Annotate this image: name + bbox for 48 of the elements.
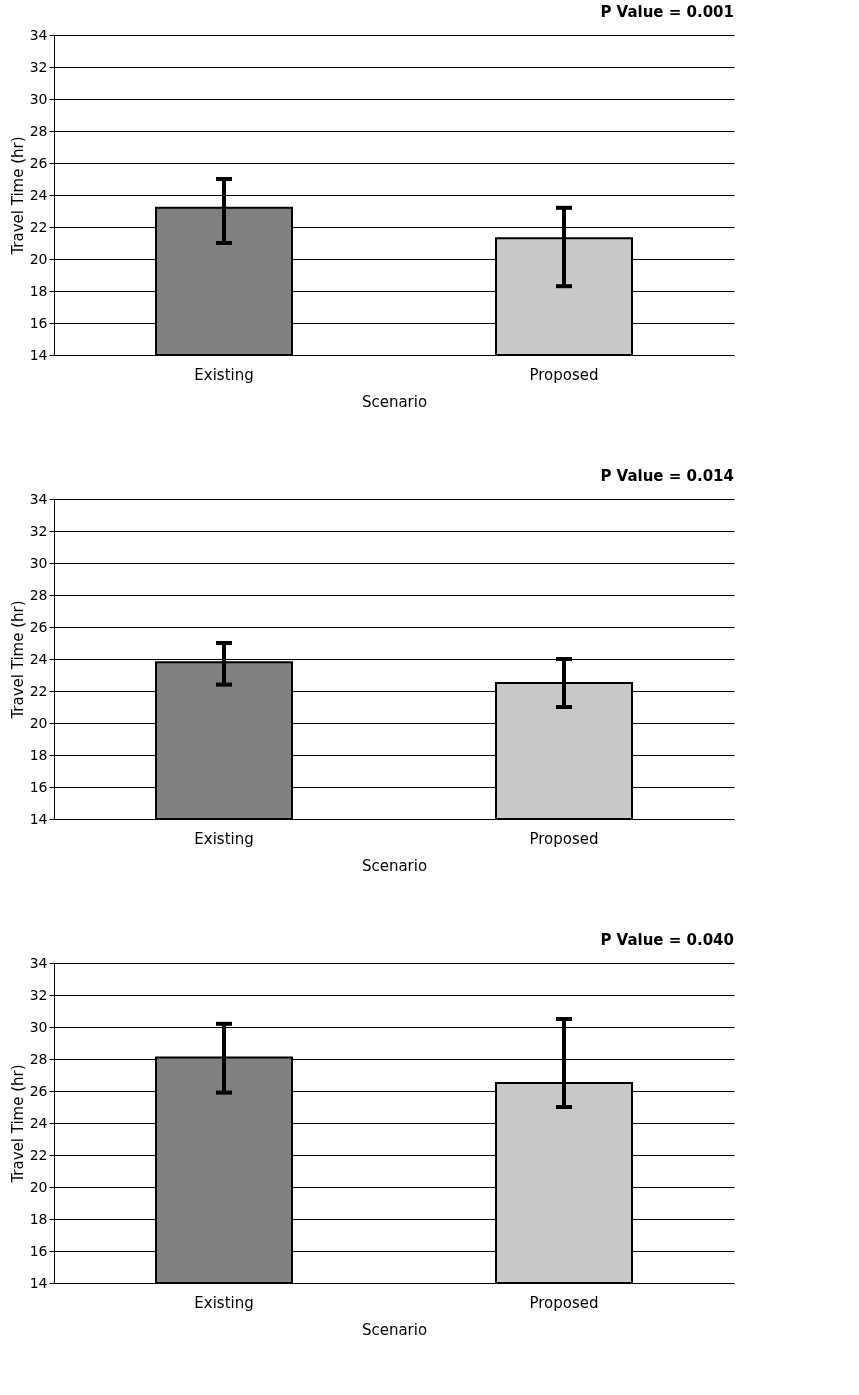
x-tick-label: Proposed [529,365,599,384]
y-axis-title: Travel Time (hr) [8,600,27,720]
y-tick-label: 22 [29,218,48,235]
y-tick-label: 28 [29,122,48,139]
y-tick-label: 14 [29,810,48,827]
y-tick-label: 24 [29,650,48,667]
x-tick-label: Proposed [529,829,599,848]
y-axis-title: Travel Time (hr) [8,136,27,256]
y-tick-label: 20 [29,1178,48,1195]
y-tick-label: 18 [29,282,48,299]
chart-title: P Value = 0.040 [600,931,734,949]
y-axis-title: Travel Time (hr) [8,1064,27,1184]
x-tick-label: Existing [194,365,254,384]
y-tick-label: 16 [29,314,48,331]
x-tick-label: Proposed [529,1293,599,1312]
y-tick-label: 20 [29,714,48,731]
y-tick-label: 24 [29,1114,48,1131]
chart-title: P Value = 0.014 [600,467,734,485]
y-tick-label: 14 [29,1274,48,1291]
x-tick-label: Existing [194,1293,254,1312]
y-tick-label: 18 [29,746,48,763]
y-tick-label: 32 [29,522,48,539]
y-tick-label: 26 [29,618,48,635]
y-tick-label: 34 [29,26,48,43]
y-tick-label: 24 [29,186,48,203]
y-tick-label: 20 [29,250,48,267]
x-tick-label: Existing [194,829,254,848]
y-tick-label: 22 [29,682,48,699]
y-tick-label: 30 [29,554,48,571]
x-axis-title: Scenario [361,1320,428,1339]
y-tick-label: 26 [29,1082,48,1099]
y-tick-label: 32 [29,58,48,75]
y-tick-label: 16 [29,778,48,795]
y-tick-label: 28 [29,1050,48,1067]
y-tick-label: 30 [29,1018,48,1035]
y-tick-label: 14 [29,346,48,363]
x-axis-title: Scenario [361,392,428,411]
y-tick-label: 34 [29,954,48,971]
y-tick-label: 26 [29,154,48,171]
chart-title: P Value = 0.001 [600,3,734,21]
y-tick-label: 22 [29,1146,48,1163]
y-tick-label: 32 [29,986,48,1003]
y-tick-label: 30 [29,90,48,107]
y-tick-label: 34 [29,490,48,507]
y-tick-label: 16 [29,1242,48,1259]
x-axis-title: Scenario [361,856,428,875]
y-tick-label: 18 [29,1210,48,1227]
y-tick-label: 28 [29,586,48,603]
